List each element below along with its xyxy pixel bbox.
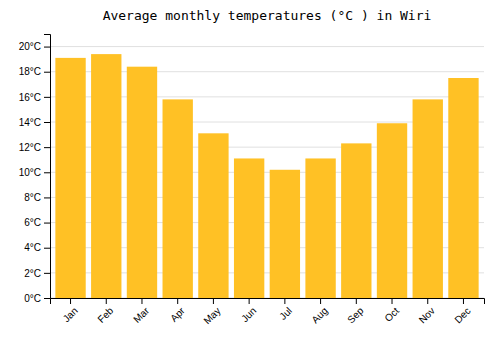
marks (55, 54, 478, 298)
tick-mark (106, 298, 107, 304)
tick-mark (44, 298, 50, 299)
tick-label: 16°C (19, 92, 41, 103)
tick-mark (177, 298, 178, 304)
tick-mark (392, 298, 393, 304)
tick-mark (44, 248, 50, 249)
x-tick: Sep (345, 298, 366, 325)
x-tick: Jul (277, 298, 294, 322)
tick-mark (44, 273, 50, 274)
tick-label: Dec (452, 305, 472, 325)
tick-label: 20°C (19, 41, 41, 52)
axis-line (44, 35, 51, 299)
tick-label: Jul (277, 305, 294, 322)
tick-mark (44, 122, 50, 123)
tick-label: 0°C (24, 293, 41, 304)
bar (163, 99, 193, 298)
y-tick: 4°C (24, 242, 50, 253)
tick-mark (141, 298, 142, 304)
tick-label: Feb (95, 305, 115, 325)
tick-label: 6°C (24, 217, 41, 228)
tick-mark (44, 223, 50, 224)
x-tick: Jun (239, 298, 258, 324)
x-tick: Oct (382, 298, 401, 324)
x-tick: Aug (309, 298, 329, 325)
tick-mark (44, 197, 50, 198)
tick-mark (70, 298, 71, 304)
tick-mark (249, 298, 250, 304)
tick-mark (356, 298, 357, 304)
tick-label: Jun (239, 305, 258, 324)
y-tick: 14°C (19, 117, 50, 128)
tick-label: Oct (382, 305, 401, 324)
tick-label: 14°C (19, 117, 41, 128)
x-tick: Dec (452, 298, 472, 325)
tick-mark (44, 72, 50, 73)
tick-mark (320, 298, 321, 304)
tick-label: 18°C (19, 66, 41, 77)
x-tick: Apr (168, 298, 187, 324)
tick-mark (44, 47, 50, 48)
y-axis: 0°C 2°C 4°C 6°C 8°C 10°C 12°C 14°C 16°C 18°C 20°C (19, 35, 51, 304)
tick-label: May (201, 305, 222, 326)
grid-line (50, 46, 484, 47)
tick-label: Sep (345, 305, 366, 326)
bar (91, 54, 121, 298)
tick-label: 10°C (19, 167, 41, 178)
bar (341, 143, 371, 298)
tick-label: 8°C (24, 192, 41, 203)
x-tick: Feb (95, 298, 115, 325)
x-tick: May (201, 298, 222, 326)
bar (270, 170, 300, 298)
bar (305, 158, 335, 298)
tick-mark (427, 298, 428, 304)
bar (413, 99, 443, 298)
tick-label: Nov (417, 305, 437, 325)
tick-mark (213, 298, 214, 304)
y-tick: 18°C (19, 66, 50, 77)
tick-label: 2°C (24, 268, 41, 279)
tick-mark (44, 172, 50, 173)
axis-line (51, 299, 485, 305)
y-tick: 8°C (24, 192, 50, 203)
tick-label: Mar (131, 305, 151, 325)
bar (55, 58, 85, 298)
tick-label: 4°C (24, 242, 41, 253)
x-axis: Jan Feb Mar Apr May Jun Jul Aug Sep Oct Nov Dec (51, 298, 485, 326)
tick-mark (284, 298, 285, 304)
y-tick: 2°C (24, 268, 50, 279)
tick-label: Aug (309, 305, 329, 325)
y-tick: 10°C (19, 167, 50, 178)
chart: 0°C 2°C 4°C 6°C 8°C 10°C 12°C 14°C 16°C 18°C 20°C J… (0, 0, 500, 350)
y-tick: 12°C (19, 142, 50, 153)
bar (198, 133, 228, 298)
plot: 0°C 2°C 4°C 6°C 8°C 10°C 12°C 14°C 16°C 18°C 20°C J… (19, 35, 485, 327)
y-tick: 0°C (24, 293, 50, 304)
tick-mark (463, 298, 464, 304)
tick-label: Apr (168, 305, 187, 324)
tick-label: Jan (61, 305, 80, 324)
tick-mark (44, 97, 50, 98)
bar (377, 123, 407, 298)
y-tick: 16°C (19, 92, 50, 103)
tick-mark (44, 147, 50, 148)
bar (448, 78, 478, 298)
grid (50, 47, 484, 298)
x-tick: Nov (417, 298, 437, 325)
tick-label: 12°C (19, 142, 41, 153)
x-tick: Jan (61, 298, 80, 324)
x-tick: Mar (131, 298, 151, 325)
title: Average monthly temperatures (°C ) in Wi… (103, 8, 432, 23)
bar (234, 158, 264, 298)
bar (127, 67, 157, 298)
y-tick: 6°C (24, 217, 50, 228)
y-tick: 20°C (19, 41, 50, 52)
